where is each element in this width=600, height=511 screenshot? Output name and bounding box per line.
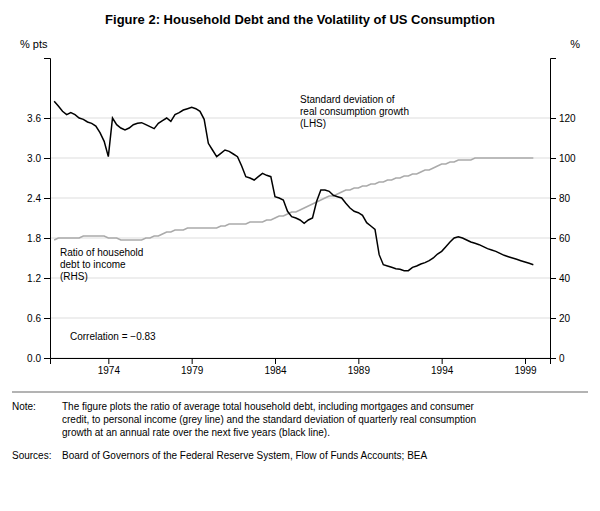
tick-label: 1994 (431, 365, 454, 376)
tick: 20 (550, 313, 571, 324)
tick-label: 80 (559, 193, 571, 204)
title: Figure 2: Household Debt and the Volatil… (105, 12, 495, 27)
tick: 40 (550, 273, 571, 284)
tick-mark (44, 198, 50, 199)
tick-label: 120 (559, 113, 576, 124)
grid-line (50, 278, 550, 279)
tick-label: 3.6 (27, 113, 41, 124)
tick-label: 1979 (181, 365, 204, 376)
tick: 120 (550, 113, 576, 124)
axis-line (51, 359, 551, 365)
y-axis-label: % pts (20, 38, 48, 50)
tick-mark (44, 118, 50, 119)
tick-label: 100 (559, 153, 576, 164)
tick: 3.0 (27, 153, 50, 164)
tick: 0.6 (27, 313, 50, 324)
tick-label: 1.8 (27, 233, 41, 244)
data-line (54, 158, 533, 240)
plot-area (54, 101, 533, 270)
tick-mark (550, 158, 556, 159)
tick: 2.4 (27, 193, 50, 204)
tick-mark (44, 238, 50, 239)
tick: 1979 (181, 358, 204, 376)
tick-mark (550, 238, 556, 239)
tick-label: 1.2 (27, 273, 41, 284)
tick-mark (192, 358, 193, 364)
axis-line (551, 59, 557, 359)
tick: 1999 (514, 358, 537, 376)
grid-line (50, 318, 550, 319)
footnote-text: Board of Governors of the Federal Reserv… (62, 450, 427, 461)
tick: 100 (550, 153, 576, 164)
chart: Figure 2: Household Debt and the Volatil… (0, 0, 600, 511)
tick-label: 2.4 (27, 193, 41, 204)
x-axis: 1974 1979 1984 1989 1994 1999 (51, 358, 551, 376)
footnote-label: Sources: (12, 450, 51, 461)
chart-container: Figure 2: Household Debt and the Volatil… (0, 0, 600, 511)
tick-mark (275, 358, 276, 364)
tick-mark (550, 198, 556, 199)
annotation: Ratio of householddebt to income(RHS) (60, 247, 143, 282)
data-line (54, 101, 533, 270)
tick-mark (550, 358, 556, 359)
tick-mark (358, 358, 359, 364)
tick: 1989 (348, 358, 371, 376)
tick: 1974 (98, 358, 121, 376)
tick-label: 20 (559, 313, 571, 324)
tick-label: 1984 (264, 365, 287, 376)
tick: 1984 (264, 358, 287, 376)
tick-label: 1989 (348, 365, 371, 376)
tick: 0.0 (27, 353, 50, 364)
grid-line (50, 198, 550, 199)
tick: 3.6 (27, 113, 50, 124)
separator (12, 392, 588, 393)
tick: 80 (550, 193, 571, 204)
tick-mark (44, 358, 50, 359)
tick-label: 40 (559, 273, 571, 284)
axis-line (44, 59, 51, 359)
tick-mark (525, 358, 526, 364)
footnotes: Note: The figure plots the ratio of avera… (12, 401, 476, 461)
grid (50, 118, 550, 358)
tick: 60 (550, 233, 571, 244)
tick: 0 (550, 353, 565, 364)
tick-mark (550, 278, 556, 279)
tick-label: 0.6 (27, 313, 41, 324)
tick: 1.2 (27, 273, 50, 284)
y2-axis: 0 20 40 60 80 100 120 (550, 59, 576, 364)
tick-label: 1974 (98, 365, 121, 376)
grid-line (50, 238, 550, 239)
tick-mark (442, 358, 443, 364)
tick-label: 60 (559, 233, 571, 244)
footnote-label: Note: (12, 401, 36, 412)
tick: 1994 (431, 358, 454, 376)
tick-label: 0.0 (27, 353, 41, 364)
tick-label: 3.0 (27, 153, 41, 164)
annotation: Standard deviation ofreal consumption gr… (300, 94, 409, 129)
annotations: Standard deviation ofreal consumption gr… (60, 94, 409, 342)
annotation: Correlation = −0.83 (70, 331, 156, 342)
tick-mark (44, 318, 50, 319)
footnote-text: The figure plots the ratio of average to… (62, 401, 476, 438)
tick-mark (44, 278, 50, 279)
tick: 1.8 (27, 233, 50, 244)
y-axis: 0.0 0.6 1.2 1.8 2.4 3.0 3.6 (27, 59, 50, 364)
y2-axis-label: % (570, 38, 580, 50)
tick-mark (550, 118, 556, 119)
tick-label: 0 (559, 353, 565, 364)
tick-label: 1999 (514, 365, 537, 376)
tick-mark (44, 158, 50, 159)
tick-mark (550, 318, 556, 319)
tick-mark (108, 358, 109, 364)
